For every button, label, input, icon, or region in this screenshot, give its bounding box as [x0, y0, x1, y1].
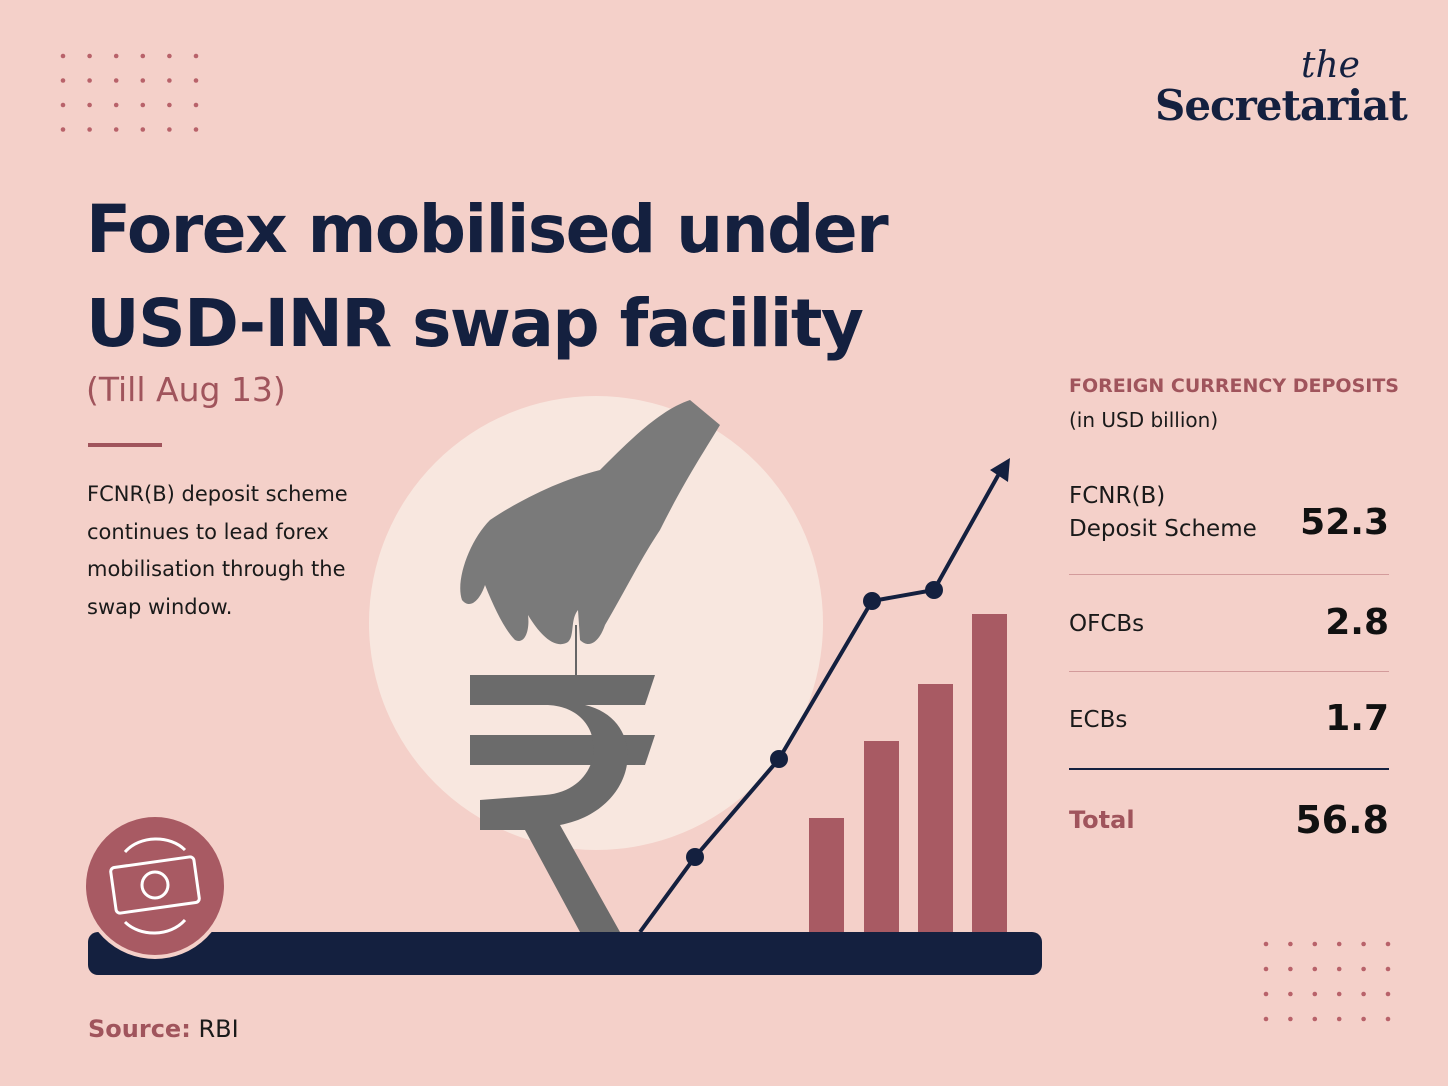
dot — [87, 102, 92, 108]
table-heading: FOREIGN CURRENCY DEPOSITS — [1069, 375, 1399, 397]
brand: the Secretariat — [1155, 45, 1408, 130]
dot — [140, 102, 146, 108]
dot — [1361, 966, 1366, 972]
dot — [1385, 966, 1391, 972]
row-label-line: Deposit Scheme — [1069, 516, 1257, 542]
subtitle: (Till Aug 13) — [86, 370, 286, 409]
dot — [60, 53, 66, 59]
table-unit: (in USD billion) — [1069, 408, 1219, 432]
dot — [1385, 941, 1391, 947]
divider — [1069, 671, 1389, 672]
dot — [1288, 1016, 1293, 1022]
dot — [1361, 991, 1366, 997]
dot — [1288, 941, 1293, 947]
decor-bars — [809, 614, 1007, 932]
money-icon — [82, 813, 228, 959]
row-value: 1.7 — [1325, 698, 1389, 739]
dot — [113, 53, 119, 59]
title-line: USD-INR swap facility — [86, 285, 864, 362]
dot — [167, 78, 172, 83]
dot — [60, 78, 66, 83]
row-value: 2.8 — [1325, 602, 1389, 643]
dot — [167, 102, 172, 108]
dot — [113, 102, 119, 108]
dot — [1336, 991, 1342, 997]
divider — [1069, 768, 1389, 770]
dot — [1336, 941, 1342, 947]
dot — [1336, 1016, 1342, 1022]
hand — [460, 400, 720, 645]
dot — [1263, 941, 1269, 947]
dot — [1336, 966, 1342, 972]
title-line: Forex mobilised under — [86, 191, 889, 268]
base-bar — [88, 932, 1042, 975]
dot — [1312, 1016, 1318, 1022]
dot — [140, 78, 146, 83]
dot — [140, 53, 146, 59]
title: Forex mobilised under USD-INR swap facil… — [86, 183, 889, 371]
dot-grid — [60, 53, 1391, 1022]
brand-name: Secretariat — [1155, 81, 1408, 130]
dot — [87, 78, 92, 83]
dot — [1312, 966, 1318, 972]
total-value: 56.8 — [1295, 798, 1389, 842]
dot — [1263, 966, 1269, 972]
description: FCNR(B) deposit scheme continues to lead… — [87, 482, 348, 619]
row-label-line: FCNR(B) — [1069, 483, 1166, 509]
dot — [167, 53, 172, 59]
dot — [1361, 941, 1366, 947]
dot — [87, 127, 92, 132]
divider — [1069, 574, 1389, 575]
dot — [1288, 991, 1293, 997]
dot — [193, 127, 199, 132]
dot — [193, 102, 199, 108]
dot — [60, 102, 66, 108]
source: Source: RBI — [88, 1015, 239, 1043]
source-value: RBI — [198, 1015, 239, 1043]
dot — [1312, 991, 1318, 997]
dot — [113, 127, 119, 132]
dot — [1312, 941, 1318, 947]
dot — [1263, 991, 1269, 997]
source-label: Source: — [88, 1015, 191, 1043]
total-label: Total — [1069, 806, 1135, 834]
dot — [87, 53, 92, 59]
dot — [193, 53, 199, 59]
dot — [1361, 1016, 1366, 1022]
brand-top: the — [1301, 45, 1360, 86]
row-label: FCNR(B) Deposit Scheme — [1069, 480, 1257, 546]
dot — [193, 78, 199, 83]
dot — [60, 127, 66, 132]
trend-line — [638, 458, 1010, 934]
dot — [140, 127, 146, 132]
dot — [1385, 1016, 1391, 1022]
dot — [113, 78, 119, 83]
row-label: OFCBs — [1069, 611, 1145, 637]
rupee-symbol — [470, 675, 655, 932]
dot — [167, 127, 172, 132]
dot — [1288, 966, 1293, 972]
row-value: 52.3 — [1300, 502, 1389, 543]
dot — [1263, 1016, 1269, 1022]
dot — [1385, 991, 1391, 997]
row-label: ECBs — [1069, 707, 1128, 733]
